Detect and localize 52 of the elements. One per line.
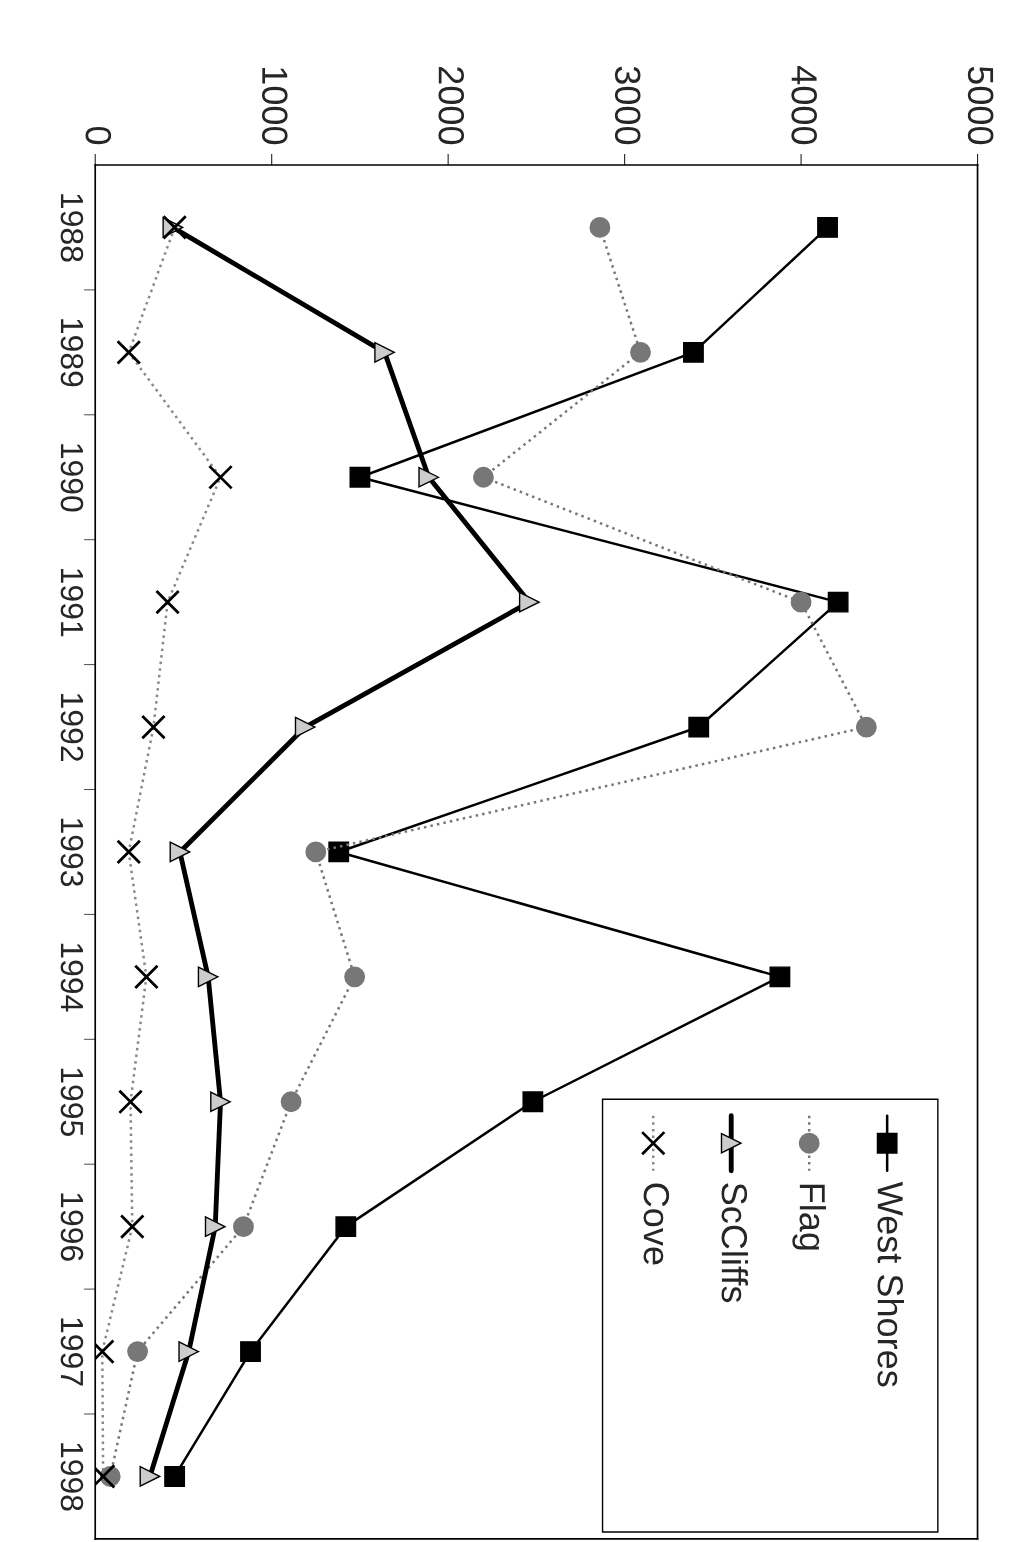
point (769, 966, 791, 988)
legend-label: Cove (643, 1183, 670, 1265)
x-tick-label: 3000 (614, 66, 641, 145)
y-tick-label: 1988 (60, 194, 84, 262)
y-tick-label: 1993 (60, 818, 84, 887)
point (827, 591, 849, 613)
point (280, 1091, 302, 1113)
point (127, 1341, 148, 1362)
point (418, 466, 440, 488)
y-tick-label: 1996 (60, 1193, 84, 1261)
y-tick-label: 1997 (60, 1318, 84, 1386)
point (374, 341, 396, 363)
legend-label: ScCliffs (721, 1183, 749, 1303)
y-tick-label: 1990 (60, 444, 84, 512)
point (210, 1091, 231, 1113)
x-tick-label: 4000 (791, 66, 817, 145)
x-tick-label: 2000 (438, 67, 465, 145)
point (589, 217, 611, 238)
legend-label: West Shores (877, 1181, 904, 1387)
point (790, 591, 812, 613)
point (240, 1341, 261, 1362)
point (630, 341, 651, 363)
point (817, 217, 838, 238)
x-tick-label: 0 (85, 126, 112, 145)
point (164, 1466, 186, 1487)
point (349, 466, 371, 488)
point (335, 1216, 357, 1238)
point (344, 966, 366, 988)
point (169, 841, 191, 863)
y-tick-label: 1989 (60, 319, 84, 387)
point (518, 591, 540, 613)
y-tick-label: 1998 (60, 1443, 84, 1511)
y-tick-label: 1995 (60, 1068, 84, 1136)
x-tick-label: 5000 (967, 66, 994, 145)
point (305, 841, 327, 863)
point (688, 716, 710, 738)
point (855, 716, 877, 738)
legend-label: Flag (792, 1184, 827, 1250)
point (178, 1341, 200, 1362)
point (139, 1466, 161, 1487)
point (233, 1216, 254, 1238)
y-tick-label: 1991 (60, 569, 84, 637)
point (328, 841, 350, 863)
point (683, 341, 704, 363)
point (204, 1216, 226, 1238)
point (473, 466, 494, 488)
point (522, 1091, 544, 1113)
x-tick-label: 1000 (261, 67, 288, 145)
point (197, 966, 219, 988)
point (294, 716, 316, 738)
y-tick-label: 1994 (60, 943, 84, 1012)
y-tick-label: 1992 (60, 693, 84, 761)
